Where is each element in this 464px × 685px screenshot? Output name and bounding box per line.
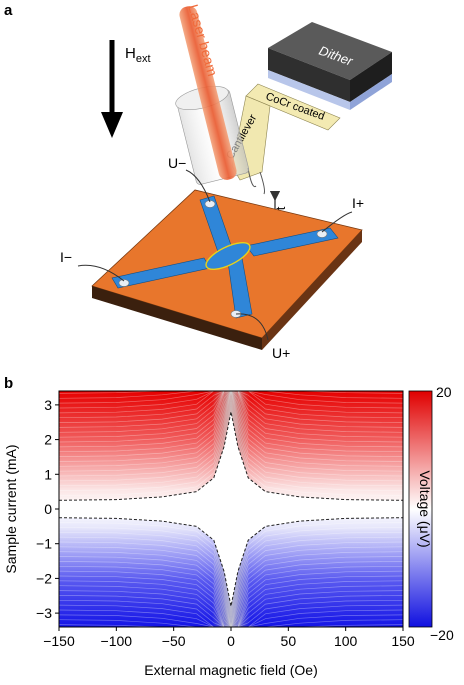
i-minus-label: I−: [60, 249, 72, 265]
x-axis-label: External magnetic field (Oe): [144, 662, 318, 678]
panel-a-label: a: [4, 2, 13, 19]
panel-b: b −150 −100 −50 0 50 100 150 −3 −2 −1 0 1 2 3 Extern…: [3, 375, 454, 678]
x-tick-label: −100: [101, 633, 133, 649]
zero-voltage-region: [59, 411, 403, 607]
x-tick-label: 150: [391, 633, 415, 649]
x-axis: −150 −100 −50 0 50 100 150: [43, 627, 415, 649]
heatmap-plot: [58, 389, 404, 629]
colorbar: 20 −20 Voltage (μV): [408, 384, 454, 643]
electrodes: [111, 195, 339, 319]
u-plus-label: U+: [272, 345, 290, 361]
x-tick-label: −150: [43, 633, 75, 649]
colorbar-title: Voltage (μV): [417, 470, 433, 547]
field-arrow: [101, 40, 123, 138]
y-axis: −3 −2 −1 0 1 2 3: [36, 397, 59, 621]
y-tick-label: 1: [44, 466, 52, 482]
i-plus-label: I+: [352, 195, 364, 211]
panel-b-label: b: [4, 375, 13, 392]
u-minus-label: U−: [168, 155, 186, 171]
x-tick-label: 100: [334, 633, 358, 649]
dither-block: Dither: [268, 22, 392, 110]
x-tick-label: 50: [281, 633, 297, 649]
colorbar-max-label: 20: [436, 384, 452, 400]
y-tick-label: −2: [36, 570, 52, 586]
y-tick-label: 3: [44, 397, 52, 413]
y-tick-label: 0: [44, 501, 52, 517]
field-label: Hext: [125, 45, 151, 65]
x-tick-label: −50: [162, 633, 186, 649]
colorbar-gradient: [408, 390, 433, 628]
colorbar-min-label: −20: [430, 627, 454, 643]
y-tick-label: 2: [44, 432, 52, 448]
panel-a: a Hext Dither CoCr coated Cant: [4, 2, 392, 361]
x-tick-label: 0: [227, 633, 235, 649]
y-tick-label: −3: [36, 605, 52, 621]
y-tick-label: −1: [36, 536, 52, 552]
wires: [77, 169, 353, 341]
substrate: [91, 189, 363, 350]
y-axis-label: Sample current (mA): [3, 444, 19, 573]
